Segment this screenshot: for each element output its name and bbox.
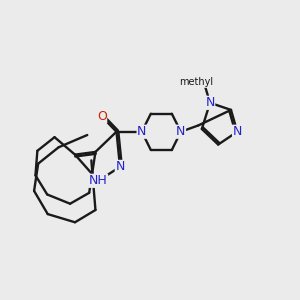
Text: O: O [97, 110, 107, 123]
Text: N: N [205, 96, 215, 109]
Text: N: N [232, 125, 242, 138]
Text: NH: NH [89, 174, 108, 187]
Text: methyl: methyl [179, 77, 213, 87]
Text: N: N [137, 125, 146, 138]
Text: N: N [115, 160, 125, 173]
Text: N: N [176, 125, 185, 138]
